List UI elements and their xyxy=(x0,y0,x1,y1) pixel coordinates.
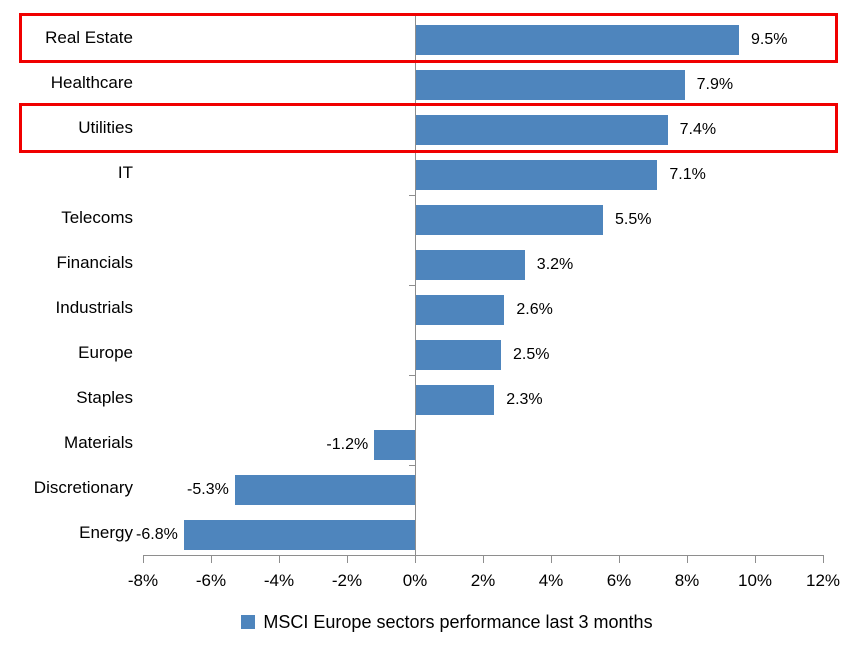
category-label: Financials xyxy=(56,252,133,272)
value-label: 7.9% xyxy=(696,75,734,93)
x-axis-tick xyxy=(483,555,484,563)
highlight-box-utilities xyxy=(19,103,838,153)
category-label: Healthcare xyxy=(50,72,133,92)
x-axis-tick xyxy=(619,555,620,563)
x-axis-tick-label: 12% xyxy=(805,571,841,590)
x-axis-tick xyxy=(823,555,824,563)
y-axis-tick xyxy=(409,285,415,286)
x-axis-tick-label: -4% xyxy=(263,571,295,590)
bar xyxy=(374,429,415,460)
bar xyxy=(416,24,739,55)
y-axis-tick xyxy=(409,465,415,466)
x-axis-tick-label: -2% xyxy=(331,571,363,590)
x-axis-tick xyxy=(211,555,212,563)
value-label: 2.5% xyxy=(513,345,550,363)
bar xyxy=(416,69,685,100)
value-label: -6.8% xyxy=(136,525,178,543)
bar xyxy=(234,474,415,505)
highlight-box-real-estate xyxy=(19,13,838,63)
x-axis-tick xyxy=(551,555,552,563)
category-label: Europe xyxy=(78,342,133,362)
value-label: 7.1% xyxy=(669,165,706,183)
bar xyxy=(416,249,525,280)
category-label: Energy xyxy=(79,522,133,542)
x-axis-tick-label: 2% xyxy=(470,571,496,590)
bar xyxy=(416,159,658,190)
bar xyxy=(183,519,415,550)
y-axis-tick xyxy=(409,195,415,196)
bar xyxy=(416,114,668,145)
category-label: IT xyxy=(117,162,133,182)
x-axis-tick-label: 10% xyxy=(737,571,773,590)
x-axis-tick xyxy=(687,555,688,563)
value-label: 2.3% xyxy=(506,390,543,408)
value-label: 9.5% xyxy=(751,30,788,48)
value-label: 2.6% xyxy=(516,300,553,318)
category-label: Industrials xyxy=(55,297,133,317)
x-axis-tick xyxy=(415,555,416,563)
value-label: -5.3% xyxy=(187,480,229,498)
x-axis-tick-label: 6% xyxy=(606,571,632,590)
bar xyxy=(416,384,495,415)
category-label: Real Estate xyxy=(45,27,133,47)
y-axis-line xyxy=(415,15,416,556)
value-label: 7.4% xyxy=(679,120,717,138)
x-axis-tick xyxy=(143,555,144,563)
category-label: Staples xyxy=(76,387,133,407)
bar xyxy=(416,294,505,325)
x-axis-tick-label: 0% xyxy=(402,571,428,590)
legend-marker-icon xyxy=(241,615,256,629)
value-label: 3.2% xyxy=(536,255,574,273)
x-axis-tick-label: 4% xyxy=(538,571,564,590)
x-axis-tick xyxy=(279,555,280,563)
value-label: 5.5% xyxy=(615,210,652,228)
legend: MSCI Europe sectors performance last 3 m… xyxy=(0,610,852,634)
x-axis-tick xyxy=(347,555,348,563)
x-axis-tick-label: -8% xyxy=(127,571,159,590)
category-label: Telecoms xyxy=(61,207,133,227)
bar xyxy=(416,339,501,370)
y-axis-tick xyxy=(409,375,415,376)
category-label: Materials xyxy=(64,432,133,452)
category-label: Discretionary xyxy=(33,477,133,497)
x-axis-tick-label: 8% xyxy=(674,571,700,590)
category-label: Utilities xyxy=(78,117,133,137)
bar xyxy=(416,204,603,235)
legend-label: MSCI Europe sectors performance last 3 m… xyxy=(263,612,653,632)
value-label: -1.2% xyxy=(326,435,369,453)
x-axis-tick-label: -6% xyxy=(195,571,227,590)
x-axis-tick xyxy=(755,555,756,563)
